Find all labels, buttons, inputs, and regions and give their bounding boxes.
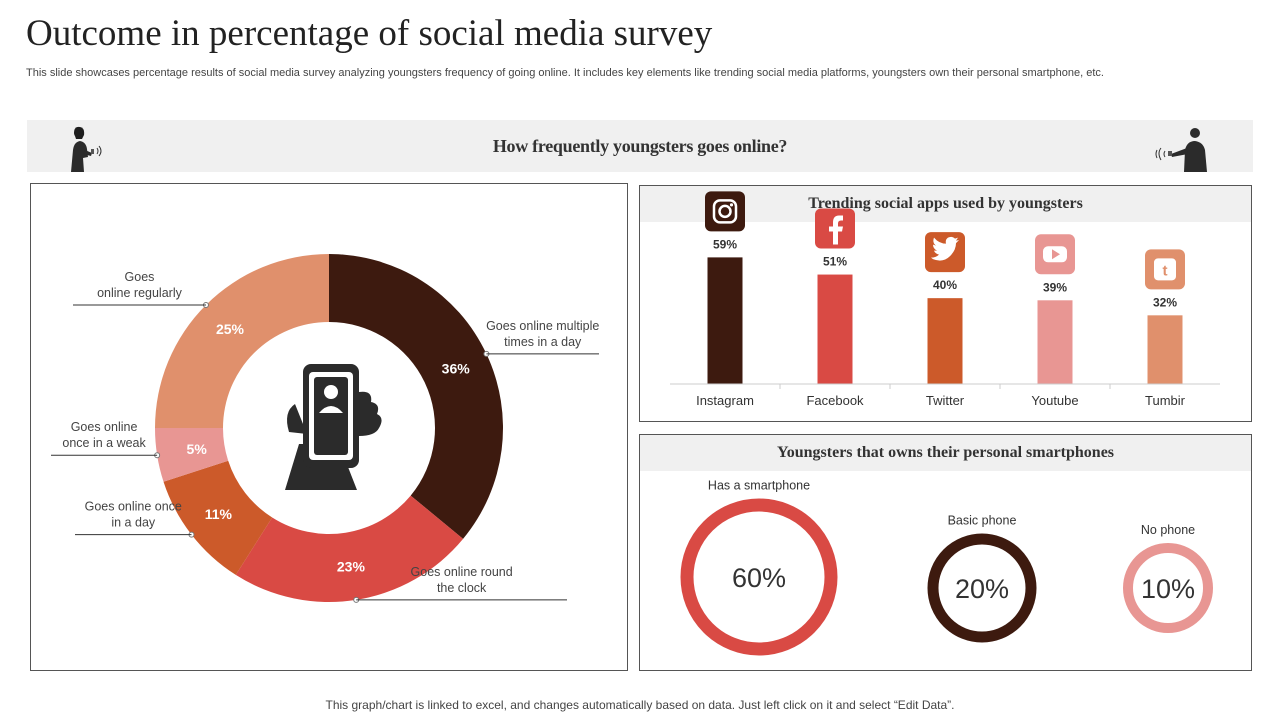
twitter-icon bbox=[925, 232, 965, 273]
callout-label-goes-online-round-the-clock: Goes online round the clock bbox=[411, 565, 513, 595]
slice-label-goes-online-round-the-clock: 23% bbox=[337, 558, 366, 574]
bar-facebook bbox=[817, 274, 853, 384]
bar-value-instagram: 59% bbox=[713, 237, 737, 251]
ring-no-phone bbox=[1123, 543, 1213, 633]
frequency-donut-chart: 36% 23% 11% 5% 25% Goes online multiple times… bbox=[51, 254, 599, 603]
bar-category-tumbir: Tumbir bbox=[1145, 393, 1186, 408]
footnote: This graph/chart is linked to excel, and… bbox=[325, 698, 955, 712]
banner-question: How frequently youngsters goes online? bbox=[492, 136, 788, 156]
man-phone-icon bbox=[1147, 124, 1213, 177]
smartphone-title: Youngsters that owns their personal smar… bbox=[640, 435, 1251, 471]
slice-goes-online-once-in-a-weak bbox=[155, 428, 229, 482]
facebook-icon bbox=[815, 208, 855, 249]
ring-value-basic-phone: 20% bbox=[955, 574, 1009, 604]
page-title: Outcome in percentage of social media su… bbox=[26, 13, 713, 54]
bar-category-facebook: Facebook bbox=[806, 393, 864, 408]
bar-twitter bbox=[927, 298, 963, 384]
instagram-icon bbox=[705, 191, 745, 232]
bar-category-youtube: Youtube bbox=[1031, 393, 1078, 408]
ring-label-basic-phone: Basic phone bbox=[948, 514, 1017, 528]
ring-label-no-phone: No phone bbox=[1141, 523, 1195, 537]
tumblr-icon: t bbox=[1145, 249, 1185, 290]
slice-label-goes-online-regularly: 25% bbox=[216, 321, 245, 337]
callout-label-goes-online-once-in-a-day: Goes online once in a day bbox=[85, 500, 182, 530]
slice-label-goes-online-once-in-a-weak: 5% bbox=[187, 441, 208, 457]
bar-category-instagram: Instagram bbox=[696, 393, 754, 408]
callout-label-goes-online-once-in-a-weak: Goes online once in a weak bbox=[62, 420, 146, 450]
slice-label-goes-online-multiple-times-in-a-day: 36% bbox=[442, 360, 471, 376]
slice-label-goes-online-once-in-a-day: 11% bbox=[205, 506, 233, 522]
smartphone-rings-chart: 60% Has a smartphone 20% Basic phone 10% No p… bbox=[680, 479, 1213, 656]
ring-label-has-a-smartphone: Has a smartphone bbox=[708, 479, 810, 493]
bar-value-facebook: 51% bbox=[823, 255, 847, 269]
slice-goes-online-once-in-a-day bbox=[163, 460, 273, 575]
ring-basic-phone bbox=[927, 533, 1037, 643]
bar-category-twitter: Twitter bbox=[926, 393, 965, 408]
bar-youtube bbox=[1037, 300, 1073, 384]
trending-apps-panel: Trending social apps used by youngsters … bbox=[639, 185, 1252, 422]
bar-value-twitter: 40% bbox=[933, 278, 957, 292]
callout-label-goes-online-regularly: Goes online regularly bbox=[97, 270, 183, 300]
frequency-panel: 36% 23% 11% 5% 25% Goes online multiple times… bbox=[30, 183, 628, 671]
ring-has-a-smartphone bbox=[680, 498, 838, 656]
youtube-icon bbox=[1035, 234, 1075, 275]
bar-value-tumbir: 32% bbox=[1153, 295, 1177, 309]
svg-text:t: t bbox=[1163, 262, 1168, 279]
ring-value-no-phone: 10% bbox=[1141, 574, 1195, 604]
bar-value-youtube: 39% bbox=[1043, 280, 1067, 294]
question-banner: How frequently youngsters goes online? bbox=[27, 120, 1253, 172]
slice-goes-online-regularly bbox=[155, 254, 329, 428]
page-subtitle: This slide showcases percentage results … bbox=[26, 67, 1104, 79]
trending-apps-bar-chart: 59% Instagram 51% Facebook 40% Twitter 39% Yout… bbox=[670, 191, 1220, 408]
bar-instagram bbox=[707, 257, 743, 384]
ring-value-has-a-smartphone: 60% bbox=[732, 563, 786, 593]
bar-tumbir bbox=[1147, 315, 1183, 384]
hand-holding-phone-icon bbox=[285, 364, 382, 490]
slice-goes-online-multiple-times-in-a-day bbox=[329, 254, 504, 539]
callout-label-goes-online-multiple-times-in-a-day: Goes online multiple times in a day bbox=[486, 319, 599, 349]
slice-goes-online-round-the-clock bbox=[235, 495, 464, 602]
woman-phone-icon bbox=[65, 124, 105, 177]
smartphone-panel: Youngsters that owns their personal smar… bbox=[639, 434, 1252, 671]
